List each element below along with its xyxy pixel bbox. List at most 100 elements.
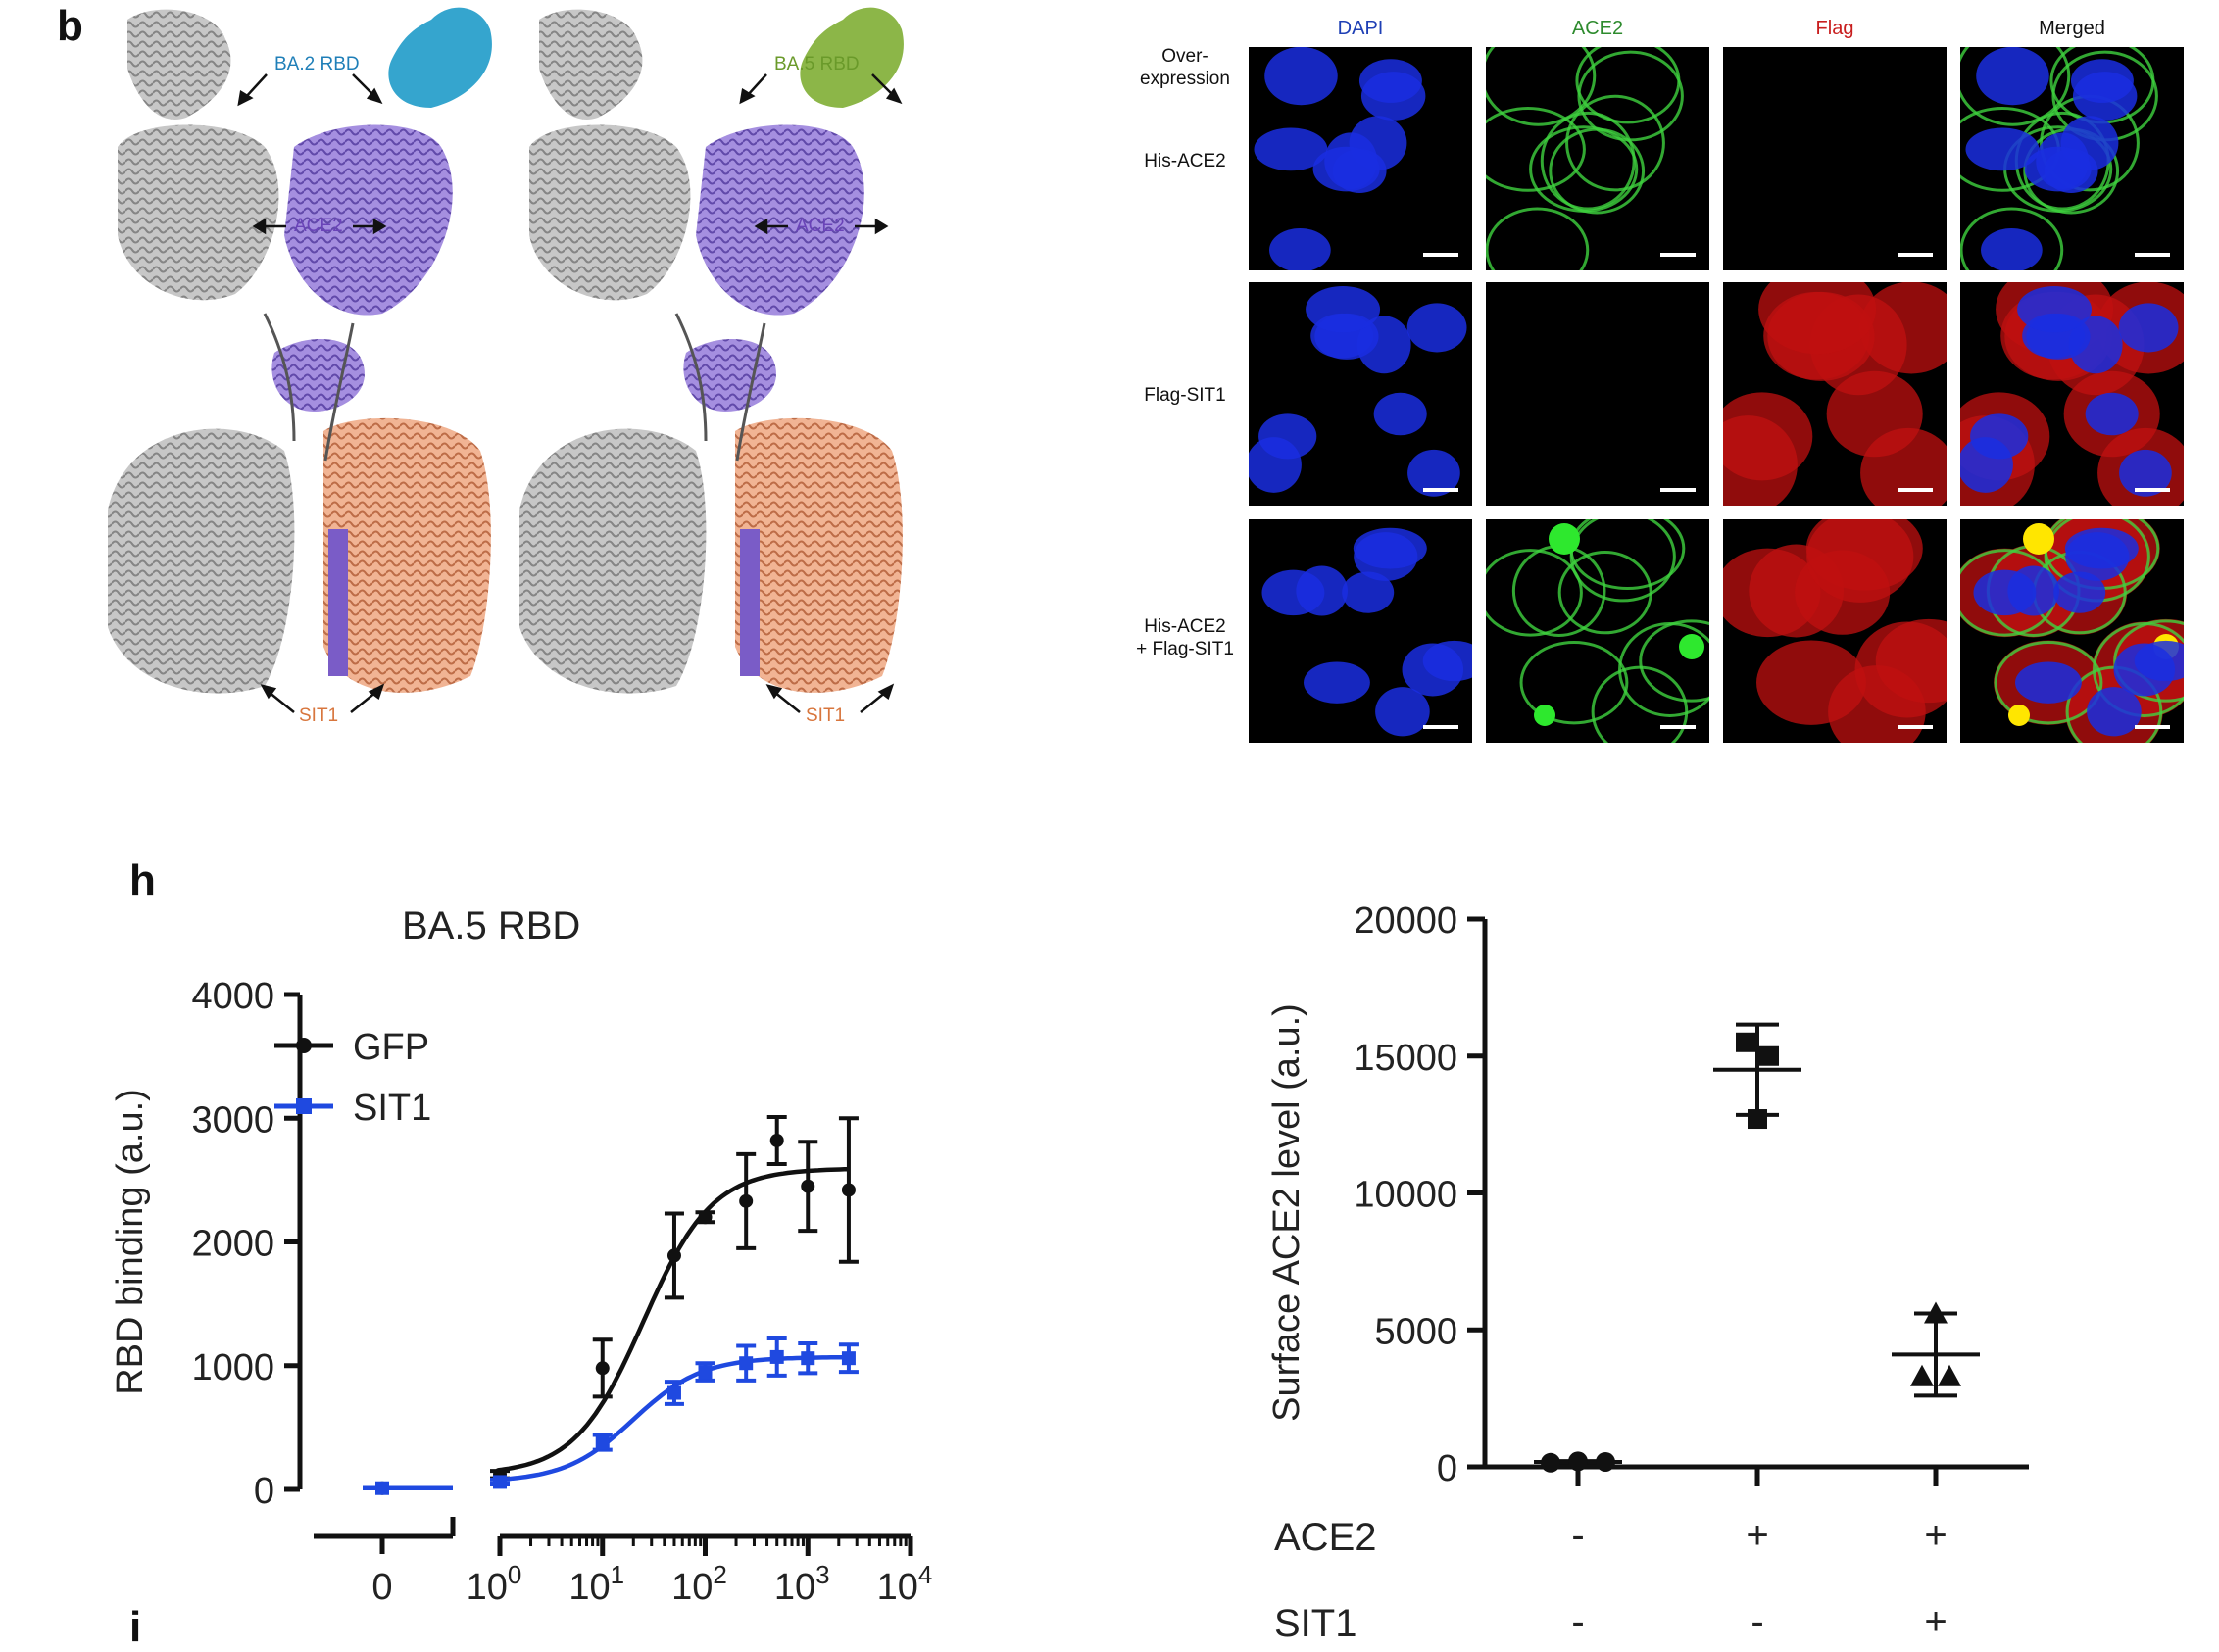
legend-marker-gfp [296,1038,312,1053]
data-point-gfp [739,1193,754,1208]
micrograph-flag-row2 [1723,282,1947,506]
col-label-ace2: ACE2 [1571,18,1624,39]
y-tick-label: 0 [254,1471,274,1512]
ba5-rbd-label: BA.5 RBD [774,54,860,74]
x-tick-label: 101 [568,1560,624,1608]
micrograph-ace2-row1 [1486,47,1709,270]
data-point-triangle [1938,1364,1961,1386]
legend-label-gfp: GFP [353,1027,429,1068]
data-point-gfp [666,1248,681,1263]
sit1-label-right: SIT1 [806,705,845,726]
y-axis-label: Surface ACE2 level (a.u.) [1266,1003,1307,1422]
scale-bar [1423,725,1458,729]
x-tick-label: 102 [671,1560,727,1608]
x-tick-label: 104 [877,1560,933,1608]
y-tick-label: 1000 [191,1347,274,1388]
sign-ace2: + [1924,1514,1947,1557]
data-point-sit1 [493,1475,507,1489]
y-tick-label: 3000 [191,1099,274,1141]
arrows-right [739,73,903,713]
col-label-flag: Flag [1815,18,1854,39]
ace2-label-left: ACE2 [294,216,343,236]
scale-bar [2135,725,2170,729]
data-point-sit1 [698,1365,713,1380]
arrows-left [237,73,387,713]
data-point-sit1 [666,1385,681,1400]
data-point-sit1 [739,1356,754,1371]
y-tick-label: 20000 [1354,900,1457,942]
chart-title: BA.5 RBD [402,904,580,947]
data-point-circle [1596,1451,1615,1472]
panel-letter-b: b [57,2,83,50]
series-sit1-curve [499,1354,849,1482]
micrograph-flag-row3 [1723,519,1947,743]
y-tick-label: 5000 [1374,1311,1457,1352]
sign-sit1: - [1571,1600,1584,1643]
data-point-sit1 [841,1351,856,1366]
scale-bar [1898,253,1933,257]
row-label-sit1: SIT1 [1274,1602,1356,1645]
y-axis-label: RBD binding (a.u.) [110,1089,151,1395]
scale-bar [1660,253,1696,257]
scale-bar [1423,488,1458,492]
data-point-sit1 [595,1435,610,1450]
row-label-ace2: ACE2 [1274,1516,1377,1559]
ace2-label-right: ACE2 [796,216,845,236]
col-label-dapi: DAPI [1337,18,1384,39]
micrograph-merged-row2 [1960,282,2184,506]
micrograph-dapi-row2 [1249,282,1472,506]
sign-ace2: + [1746,1514,1768,1557]
row-label-his-ace2-flag-sit1: His-ACE2 + Flag-SIT1 [1136,616,1234,659]
data-point-circle [1541,1452,1560,1473]
scale-bar [1660,488,1696,492]
x-tick-label: 103 [774,1560,830,1608]
data-point-gfp [595,1361,610,1376]
data-point-square [1759,1045,1779,1066]
data-point-sit1 [769,1349,784,1364]
data-point-gfp [769,1133,784,1147]
sit1-label-left: SIT1 [299,705,338,726]
data-point-gfp [801,1179,815,1193]
scale-bar [2135,253,2170,257]
data-point-triangle [1924,1301,1948,1324]
micrograph-merged-row3 [1960,519,2184,743]
y-tick-label: 4000 [191,976,274,1017]
data-point-square [1736,1032,1755,1052]
scale-bar [1660,725,1696,729]
data-point-sit1 [801,1351,815,1366]
scale-bar [1423,253,1458,257]
micrograph-dapi-row3 [1249,519,1472,743]
row-header-overexpression: Over- expression [1140,46,1230,89]
micrograph-dapi-row1 [1249,47,1472,270]
surface-ace2-chart: 0 5000 10000 15000 20000 Surface ACE2 level (… [1266,900,2029,1645]
legend-marker-sit1 [296,1098,312,1114]
y-tick-label: 0 [1437,1448,1457,1489]
sign-sit1: - [1751,1600,1763,1643]
scale-bar [1898,488,1933,492]
structure-figure: BA.2 RBD ACE2 SIT1 BA.5 RBD ACE2 SIT1 [108,7,904,726]
data-point-gfp [841,1183,856,1197]
sign-sit1: + [1924,1600,1947,1643]
panel-letter-h: h [129,856,156,904]
micrograph-ace2-row3 [1486,519,1709,743]
scale-bar [1898,725,1933,729]
data-point-circle [1568,1451,1588,1472]
data-point-triangle [1910,1364,1934,1386]
micrograph-ace2-row2 [1486,282,1709,506]
x-tick-label: 100 [467,1560,522,1608]
legend-label-sit1: SIT1 [353,1088,431,1129]
x-tick-label: 0 [371,1567,392,1608]
row-label-his-ace2: His-ACE2 [1144,151,1226,171]
data-point-gfp [698,1210,713,1225]
micrograph-flag-row1 [1723,47,1947,270]
y-tick-label: 10000 [1354,1175,1457,1216]
complex-ba5 [519,7,904,694]
data-point-sit1 [375,1481,389,1495]
micrograph-merged-row1 [1960,47,2184,270]
complex-ba2 [108,7,492,694]
data-point-square [1748,1109,1767,1130]
panel-letter-i: i [129,1603,142,1651]
row-label-flag-sit1: Flag-SIT1 [1144,385,1226,406]
y-tick-label: 2000 [191,1224,274,1265]
scale-bar [2135,488,2170,492]
